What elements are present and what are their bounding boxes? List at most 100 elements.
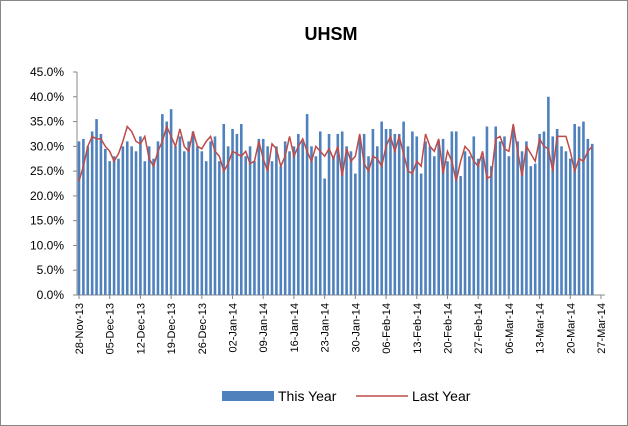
bar	[393, 133, 397, 295]
bar	[240, 124, 243, 296]
bar	[327, 133, 331, 295]
y-tick-label: 20.0%	[30, 189, 64, 203]
bar	[507, 156, 511, 295]
bar	[86, 146, 90, 295]
bar	[288, 151, 291, 295]
legend-label: This Year	[278, 388, 337, 404]
bar	[266, 146, 269, 295]
x-tick-label: 12-Dec-13	[135, 303, 147, 354]
bar	[389, 128, 392, 295]
bar	[169, 109, 173, 296]
legend-swatch	[222, 391, 274, 401]
bar	[165, 121, 169, 295]
bar	[99, 133, 103, 295]
bar	[551, 136, 555, 295]
bar	[318, 131, 322, 295]
bar	[406, 146, 410, 295]
bar	[143, 161, 147, 295]
bar	[345, 146, 348, 295]
bar	[104, 148, 107, 295]
x-tick-label: 09-Jan-14	[258, 303, 270, 353]
bar	[332, 156, 335, 295]
bar	[586, 138, 590, 295]
bar	[476, 158, 480, 295]
bar	[117, 158, 120, 295]
bar	[139, 136, 142, 295]
bar	[349, 151, 353, 295]
bar	[525, 141, 528, 295]
bar	[209, 141, 212, 295]
bar	[125, 141, 129, 295]
bar	[433, 156, 436, 295]
bar	[564, 151, 568, 295]
y-tick-label: 30.0%	[30, 139, 64, 153]
bar	[397, 133, 401, 295]
bar	[235, 133, 239, 295]
bar	[297, 133, 300, 295]
bar	[340, 131, 344, 295]
bar	[196, 146, 199, 295]
bar	[336, 133, 340, 295]
bar	[454, 131, 458, 295]
bar	[380, 121, 383, 295]
bar	[428, 146, 432, 295]
bar	[533, 163, 537, 295]
bar	[402, 121, 405, 295]
bar	[498, 141, 502, 295]
bar	[446, 161, 449, 295]
bar	[375, 146, 379, 295]
bar	[305, 114, 309, 295]
bar	[156, 141, 160, 295]
bar	[468, 156, 471, 295]
y-tick-label: 5.0%	[37, 263, 65, 277]
y-tick-label: 0.0%	[37, 288, 65, 302]
bar	[529, 166, 533, 295]
bar	[459, 176, 462, 295]
bar	[555, 128, 559, 295]
x-tick-label: 27-Feb-14	[473, 303, 485, 354]
bar	[411, 131, 414, 295]
bar	[270, 161, 274, 295]
bar	[95, 119, 98, 295]
bar	[121, 146, 125, 295]
bar	[226, 146, 230, 295]
bar	[244, 156, 247, 295]
bar	[485, 126, 489, 295]
bar	[134, 151, 138, 295]
y-tick-label: 25.0%	[30, 164, 64, 178]
bar	[547, 96, 550, 296]
bar	[182, 151, 186, 295]
bar	[279, 166, 283, 295]
bar	[494, 126, 498, 295]
bar	[362, 133, 366, 295]
bar	[314, 156, 318, 295]
x-tick-label: 05-Dec-13	[105, 303, 117, 354]
bar	[450, 131, 454, 295]
y-tick-label: 40.0%	[30, 90, 64, 104]
bar	[358, 136, 362, 295]
bar	[174, 146, 177, 295]
bar	[367, 156, 370, 295]
bar	[424, 141, 427, 295]
x-tick-label: 27-Mar-14	[596, 303, 608, 354]
bar	[511, 126, 515, 295]
bar	[253, 161, 256, 295]
bar	[472, 136, 476, 295]
bar	[108, 161, 112, 295]
x-tick-label: 19-Dec-13	[166, 303, 178, 354]
y-tick-label: 35.0%	[30, 115, 64, 129]
bar	[200, 151, 204, 295]
x-tick-label: 16-Jan-14	[289, 303, 301, 353]
x-tick-label: 28-Nov-13	[74, 303, 86, 354]
y-tick-label: 15.0%	[30, 214, 64, 228]
legend-label: Last Year	[412, 388, 471, 404]
bar	[481, 156, 484, 295]
bar	[218, 161, 221, 295]
bar	[520, 151, 524, 295]
bar	[161, 114, 164, 295]
bar	[77, 141, 81, 295]
bar	[323, 178, 326, 295]
bar	[490, 166, 493, 295]
bar	[261, 138, 265, 295]
